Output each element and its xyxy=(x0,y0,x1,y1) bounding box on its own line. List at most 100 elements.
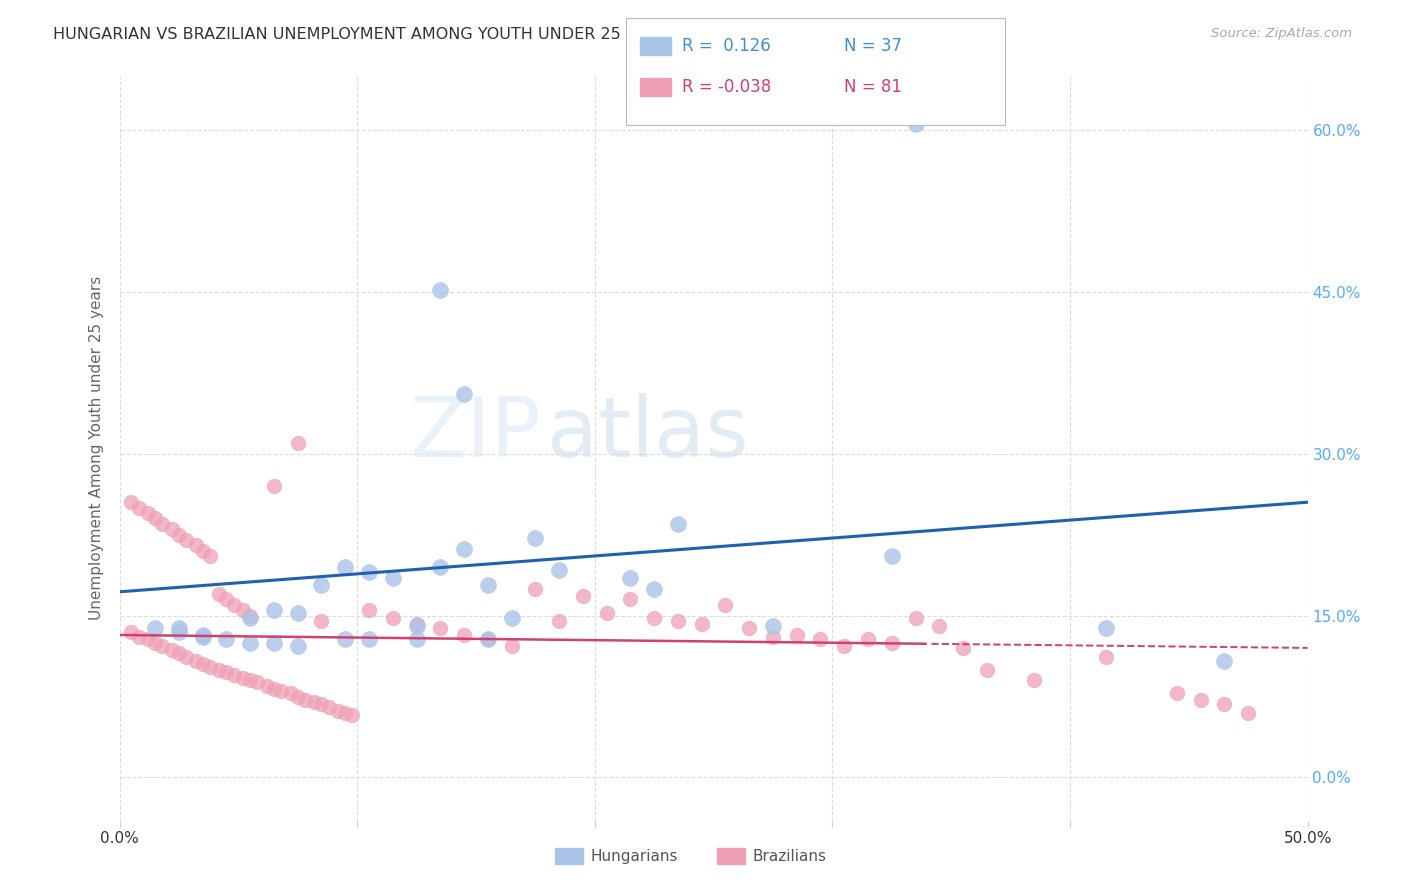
Point xyxy=(524,531,547,545)
Point xyxy=(215,665,238,679)
Point xyxy=(150,639,173,653)
Point xyxy=(263,681,285,696)
Point xyxy=(381,610,404,624)
Point xyxy=(643,610,665,624)
Y-axis label: Unemployment Among Youth under 25 years: Unemployment Among Youth under 25 years xyxy=(89,277,104,620)
Point xyxy=(357,603,380,617)
Point xyxy=(256,679,278,693)
Point xyxy=(270,684,292,698)
Point xyxy=(453,387,475,401)
Point xyxy=(976,663,998,677)
Point xyxy=(222,668,245,682)
Point xyxy=(619,592,641,607)
Point xyxy=(690,617,713,632)
Point xyxy=(208,663,231,677)
Point xyxy=(287,607,309,621)
Point xyxy=(246,675,269,690)
Point xyxy=(160,643,183,657)
Point xyxy=(786,628,808,642)
Point xyxy=(335,560,357,574)
Point xyxy=(191,543,214,558)
Text: R = -0.038: R = -0.038 xyxy=(682,78,770,96)
Point xyxy=(167,624,190,639)
Point xyxy=(501,610,523,624)
Point xyxy=(856,632,879,647)
Point xyxy=(666,614,689,628)
Point xyxy=(928,619,950,633)
Point xyxy=(239,610,262,624)
Point xyxy=(714,598,737,612)
Point xyxy=(904,117,927,131)
Point xyxy=(191,657,214,672)
Point xyxy=(222,598,245,612)
Text: R =  0.126: R = 0.126 xyxy=(682,37,770,55)
Point xyxy=(191,628,214,642)
Point xyxy=(405,617,427,632)
Point xyxy=(167,527,190,541)
Point xyxy=(294,692,316,706)
Point xyxy=(429,560,451,574)
Point xyxy=(174,533,197,547)
Text: Brazilians: Brazilians xyxy=(752,849,827,863)
Point xyxy=(239,608,262,623)
Point xyxy=(453,541,475,556)
Point xyxy=(335,632,357,647)
Point xyxy=(239,635,262,649)
Point xyxy=(136,506,159,520)
Point xyxy=(643,582,665,596)
Point xyxy=(1166,686,1188,700)
Point xyxy=(280,686,302,700)
Point xyxy=(167,646,190,660)
Point xyxy=(239,673,262,688)
Point xyxy=(548,563,571,577)
Point xyxy=(263,479,285,493)
Point xyxy=(381,571,404,585)
Point xyxy=(263,635,285,649)
Point xyxy=(184,654,207,668)
Text: Hungarians: Hungarians xyxy=(591,849,678,863)
Point xyxy=(619,571,641,585)
Point xyxy=(232,671,254,685)
Point xyxy=(405,619,427,633)
Text: Source: ZipAtlas.com: Source: ZipAtlas.com xyxy=(1212,27,1353,40)
Point xyxy=(429,283,451,297)
Point xyxy=(357,566,380,580)
Point xyxy=(208,587,231,601)
Point xyxy=(572,589,595,603)
Point xyxy=(904,610,927,624)
Point xyxy=(311,578,333,592)
Text: N = 81: N = 81 xyxy=(844,78,901,96)
Point xyxy=(215,592,238,607)
Point xyxy=(143,622,166,636)
Point xyxy=(120,624,142,639)
Point xyxy=(429,622,451,636)
Point xyxy=(128,500,150,515)
Point xyxy=(287,435,309,450)
Point xyxy=(1213,697,1236,711)
Point xyxy=(832,639,855,653)
Point xyxy=(287,639,309,653)
Point xyxy=(335,706,357,720)
Text: N = 37: N = 37 xyxy=(844,37,901,55)
Point xyxy=(215,632,238,647)
Point xyxy=(762,619,785,633)
Point xyxy=(311,697,333,711)
Point xyxy=(232,603,254,617)
Point xyxy=(160,522,183,536)
Point xyxy=(263,603,285,617)
Point xyxy=(120,495,142,509)
Point xyxy=(287,690,309,704)
Point xyxy=(184,538,207,552)
Point xyxy=(128,630,150,644)
Point xyxy=(453,628,475,642)
Point xyxy=(167,622,190,636)
Point xyxy=(762,630,785,644)
Point xyxy=(524,582,547,596)
Point xyxy=(326,704,349,718)
Point xyxy=(405,632,427,647)
Point xyxy=(1237,706,1260,720)
Text: HUNGARIAN VS BRAZILIAN UNEMPLOYMENT AMONG YOUTH UNDER 25 YEARS CORRELATION CHART: HUNGARIAN VS BRAZILIAN UNEMPLOYMENT AMON… xyxy=(53,27,858,42)
Point xyxy=(1189,692,1212,706)
Point xyxy=(477,632,499,647)
Point xyxy=(304,695,326,709)
